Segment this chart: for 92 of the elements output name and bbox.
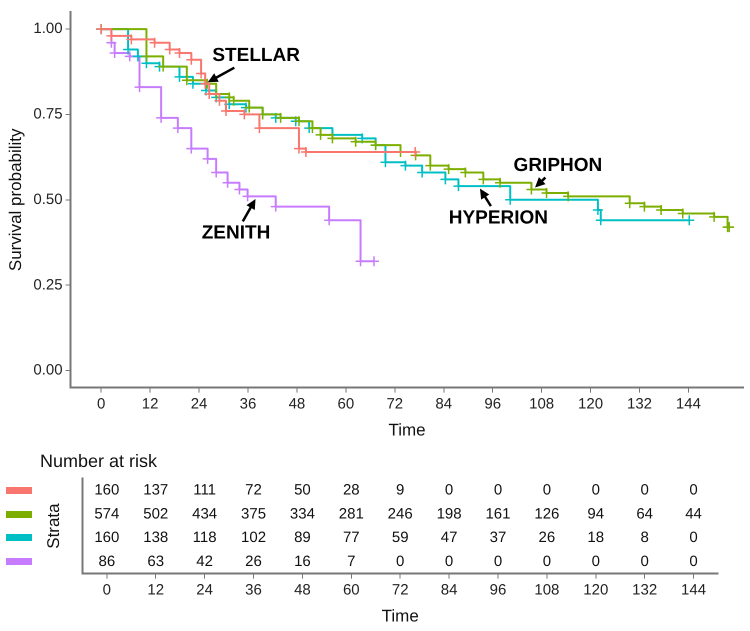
x-tick-label: 36 — [240, 396, 256, 413]
x-tick-label: 96 — [484, 396, 502, 413]
y-tick-label: 0.50 — [33, 190, 63, 208]
x-tick-label: 0 — [97, 396, 106, 413]
data-label: 47 — [440, 529, 458, 546]
data-label: 0 — [494, 482, 502, 499]
x-tick-label: 144 — [681, 582, 706, 599]
data-label: 118 — [192, 529, 217, 546]
x-tick-label: 0 — [102, 582, 112, 599]
y-axis-title: Strata — [44, 502, 63, 549]
x-tick-label: 12 — [142, 396, 158, 413]
data-label: 42 — [196, 552, 213, 570]
data-label: 137 — [143, 482, 168, 499]
x-axis-title: Time — [382, 606, 419, 626]
x-tick-label: 72 — [392, 582, 409, 599]
x-tick-label: 96 — [490, 582, 506, 599]
series-label: HYPERION — [448, 207, 548, 228]
data-label: 111 — [193, 482, 216, 499]
data-label: 94 — [587, 505, 604, 522]
x-tick-label: 120 — [583, 582, 608, 599]
data-label: 64 — [636, 505, 654, 522]
data-label: 0 — [592, 552, 600, 570]
data-label: 246 — [388, 505, 413, 522]
data-label: 574 — [94, 505, 120, 522]
data-label: 138 — [143, 529, 168, 546]
data-label: 161 — [485, 505, 510, 522]
data-label: 89 — [294, 529, 311, 546]
data-label: 8 — [640, 529, 649, 546]
data-label: 7 — [347, 552, 356, 570]
data-label: 0 — [640, 482, 649, 499]
data-label: 63 — [147, 552, 164, 570]
data-label: 0 — [494, 552, 502, 570]
chart-title: Number at risk — [40, 450, 158, 471]
x-tick-label: 120 — [578, 396, 604, 413]
data-label: 28 — [342, 482, 360, 499]
data-label: 37 — [490, 529, 506, 546]
series-label: ZENITH — [202, 222, 270, 244]
series-label: GRIPHON — [514, 154, 602, 176]
x-tick-label: 48 — [288, 396, 306, 413]
x-tick-label: 12 — [147, 582, 164, 599]
data-label: 77 — [342, 529, 360, 546]
data-label: 0 — [640, 552, 649, 570]
x-tick-label: 36 — [245, 582, 262, 599]
x-tick-label: 144 — [676, 396, 701, 413]
data-label: 86 — [98, 552, 116, 570]
data-label: 0 — [689, 552, 698, 570]
data-label: 59 — [392, 529, 409, 546]
data-label: 334 — [290, 505, 315, 522]
x-tick-label: 132 — [632, 582, 658, 599]
x-tick-label: 108 — [529, 396, 554, 413]
series-label: STELLAR — [212, 44, 300, 66]
data-label: 160 — [94, 529, 120, 546]
x-tick-label: 24 — [190, 396, 208, 413]
data-label: 0 — [444, 482, 454, 499]
data-label: 18 — [587, 529, 604, 546]
data-label: 0 — [592, 482, 600, 499]
x-tick-label: 84 — [440, 582, 458, 599]
data-label: 50 — [294, 482, 311, 499]
data-label: 16 — [294, 552, 311, 570]
data-label: 281 — [338, 505, 364, 522]
data-label: 9 — [396, 482, 404, 499]
x-tick-label: 72 — [386, 396, 404, 413]
x-tick-label: 132 — [626, 396, 652, 413]
data-label: 26 — [538, 529, 556, 546]
data-label: 0 — [396, 552, 404, 570]
x-tick-label: 60 — [342, 582, 360, 599]
data-label: 126 — [534, 505, 560, 522]
y-axis-title: Survival probability — [6, 128, 25, 272]
data-label: 72 — [245, 482, 262, 499]
x-axis-title: Time — [388, 420, 426, 440]
data-label: 0 — [542, 552, 552, 570]
data-label: 434 — [192, 505, 218, 522]
x-tick-label: 84 — [435, 396, 452, 413]
data-label: 102 — [241, 529, 266, 546]
data-label: 0 — [542, 482, 552, 499]
data-label: 160 — [94, 482, 120, 499]
x-tick-label: 108 — [534, 582, 560, 599]
data-label: 375 — [241, 505, 266, 522]
data-label: 198 — [436, 505, 462, 522]
data-label: 0 — [444, 552, 454, 570]
y-tick-label: 0.00 — [33, 362, 63, 379]
y-tick-label: 0.75 — [33, 106, 63, 123]
y-tick-label: 1.00 — [33, 20, 63, 38]
y-tick-label: 0.25 — [33, 276, 63, 294]
data-label: 26 — [245, 552, 262, 570]
data-label: 0 — [689, 482, 698, 499]
x-tick-label: 24 — [196, 582, 213, 599]
x-tick-label: 48 — [294, 582, 311, 599]
data-label: 0 — [689, 529, 698, 546]
data-label: 44 — [685, 505, 702, 522]
x-tick-label: 60 — [338, 396, 354, 413]
data-label: 502 — [143, 505, 168, 522]
